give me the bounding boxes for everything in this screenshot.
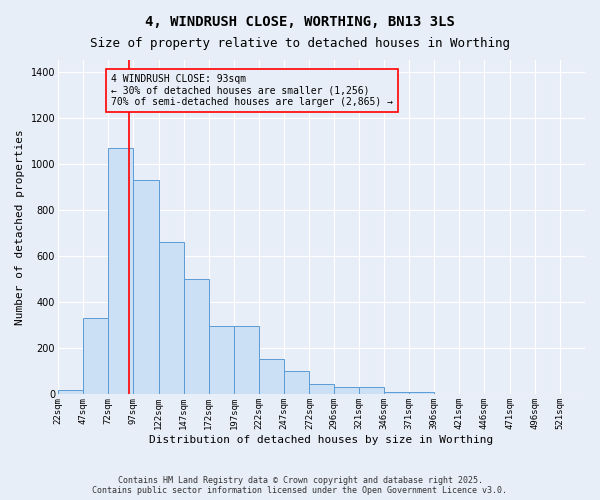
Bar [58, 390, 83, 394]
Bar [209, 326, 234, 394]
Bar [409, 392, 434, 394]
Bar [83, 318, 108, 394]
Bar [310, 384, 334, 394]
Bar [234, 326, 259, 394]
X-axis label: Distribution of detached houses by size in Worthing: Distribution of detached houses by size … [149, 435, 494, 445]
Bar [284, 372, 310, 394]
Bar [184, 279, 209, 394]
Bar [384, 392, 409, 394]
Bar [133, 180, 158, 394]
Text: Contains HM Land Registry data © Crown copyright and database right 2025.
Contai: Contains HM Land Registry data © Crown c… [92, 476, 508, 495]
Bar [359, 388, 384, 394]
Text: 4, WINDRUSH CLOSE, WORTHING, BN13 3LS: 4, WINDRUSH CLOSE, WORTHING, BN13 3LS [145, 15, 455, 29]
Bar [259, 358, 284, 394]
Text: 4 WINDRUSH CLOSE: 93sqm
← 30% of detached houses are smaller (1,256)
70% of semi: 4 WINDRUSH CLOSE: 93sqm ← 30% of detache… [111, 74, 393, 107]
Y-axis label: Number of detached properties: Number of detached properties [15, 130, 25, 325]
Bar [108, 148, 133, 394]
Bar [158, 242, 184, 394]
Text: Size of property relative to detached houses in Worthing: Size of property relative to detached ho… [90, 38, 510, 51]
Bar [334, 388, 359, 394]
